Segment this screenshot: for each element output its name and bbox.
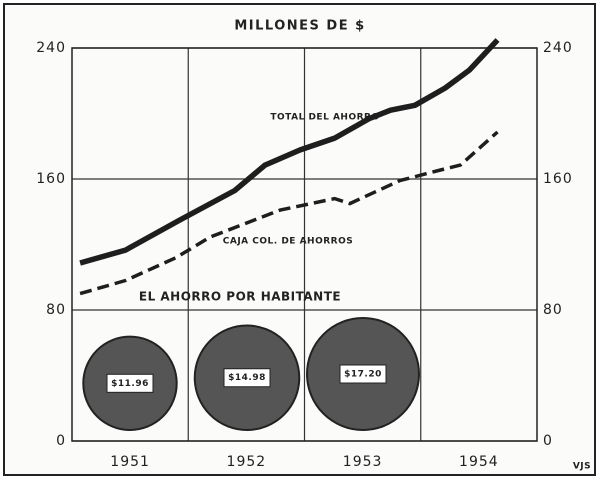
y-tick-label: 240 — [36, 40, 66, 56]
y-tick-label: 0 — [56, 433, 66, 449]
bubble-label-box — [223, 368, 271, 388]
plot-frame — [71, 47, 538, 442]
series-label: CAJA COL. DE AHORROS — [223, 237, 353, 247]
series-label: TOTAL DEL AHORRO — [270, 113, 379, 123]
y-tick-label: 80 — [46, 302, 66, 318]
y2-tick-label: 240 — [543, 40, 573, 56]
bubble-label-box — [106, 373, 154, 393]
y2-tick-label: 0 — [543, 433, 553, 449]
x-tick-label: 1952 — [227, 454, 267, 470]
chart-title: MILLONES DE $ — [234, 19, 365, 34]
bubble-label: $14.98 — [228, 373, 266, 383]
y2-tick-label: 160 — [543, 171, 573, 187]
series-line — [79, 38, 500, 266]
signature: VJS — [573, 462, 591, 472]
bubble-label: $17.20 — [344, 370, 382, 380]
y2-tick-label: 80 — [543, 302, 563, 318]
x-tick-label: 1953 — [343, 454, 383, 470]
y-tick-label: 160 — [36, 171, 66, 187]
x-tick-label: 1951 — [110, 454, 150, 470]
inset-title: EL AHORRO POR HABITANTE — [139, 290, 341, 304]
x-tick-label: 1954 — [459, 454, 499, 470]
series-line — [79, 130, 499, 296]
bubble-label-box — [339, 364, 387, 384]
bubble-label: $11.96 — [111, 379, 149, 389]
